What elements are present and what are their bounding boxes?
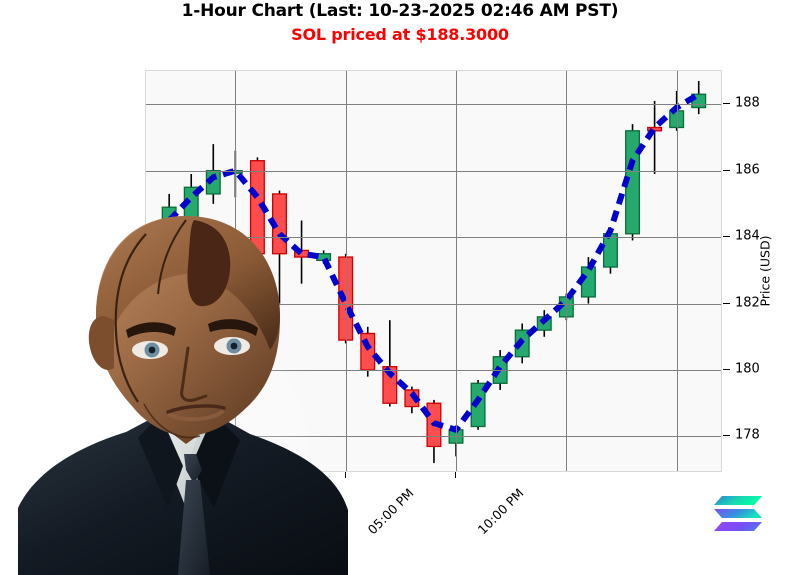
solana-logo [714,496,762,531]
y-tick-label: 184 [735,228,760,244]
candle-body[interactable] [580,266,596,298]
eyebrow-left [126,322,176,338]
ear-left [88,316,114,370]
y-tick-label: 188 [735,95,760,111]
lapel-right [191,414,240,508]
y-gridline [146,237,721,239]
y-gridline [146,303,721,305]
nose [180,346,208,402]
trend-line [166,91,701,434]
y-gridline [146,104,721,106]
y-tick-label: 182 [735,295,760,311]
y-tick-label: 178 [735,427,760,443]
tie-knot [184,454,202,484]
y-gridline [146,370,721,371]
lapel-left [138,414,183,508]
y-tick-mark [723,169,730,171]
x-gridline [566,71,568,471]
x-tick-mark [344,472,346,478]
pupil-left [148,346,156,354]
y-gridline [146,436,721,438]
candle-body[interactable] [360,332,376,371]
x-gridline [345,71,347,471]
solana-bar-bottom [714,522,762,531]
eyebrow-right [208,319,258,336]
pupil-right [230,342,238,350]
y-tick-label: 180 [735,361,760,377]
y-axis-label: Price (USD) [757,235,773,307]
page-title: 1-Hour Chart (Last: 10-23-2025 02:46 AM … [181,1,619,21]
skull-seam-left [114,233,147,403]
y-gridline [146,170,721,172]
jaw-seam [143,403,201,439]
y-tick-label: 186 [735,162,760,178]
y-tick-mark [723,302,730,304]
x-tick-label: 10:00 PM [474,485,527,538]
lower-lip [168,410,224,422]
x-tick-mark [455,472,456,478]
cranium-plate [96,216,280,350]
mouth [166,404,226,414]
y-tick-mark [723,103,730,105]
y-tick-mark [723,236,730,238]
solana-bar-middle [714,509,762,518]
y-tick-mark [723,435,730,437]
x-tick-label: 05:00 PM [364,485,417,538]
tie-blade [178,480,210,575]
solana-bar-top [714,496,762,505]
x-gridline [676,71,678,471]
android-trader-avatar [18,216,348,575]
price-subtitle: SOL priced at $188.3000 [291,25,509,44]
y-tick-mark [723,369,730,370]
forelock-plate [187,220,231,307]
candle-body[interactable] [602,233,618,268]
x-gridline [456,71,457,471]
skull-seam-mid [157,219,187,295]
